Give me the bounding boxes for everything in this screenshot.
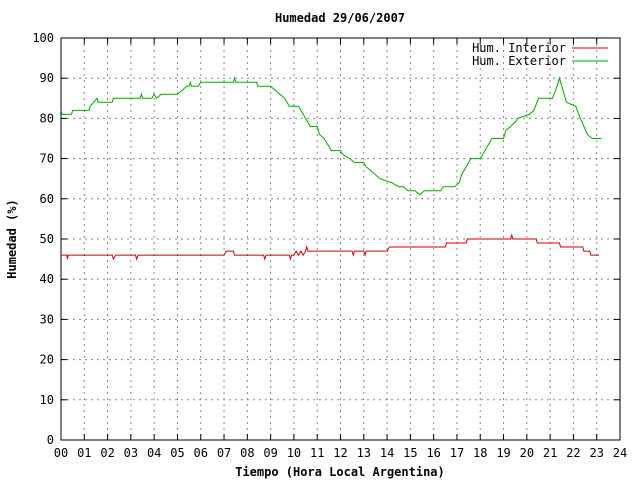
x-tick-label: 08	[240, 446, 254, 460]
y-tick-label: 50	[40, 232, 54, 246]
x-tick-label: 09	[263, 446, 277, 460]
x-tick-label: 05	[170, 446, 184, 460]
x-tick-label: 15	[403, 446, 417, 460]
series-line-2	[60, 76, 602, 196]
x-tick-label: 19	[496, 446, 510, 460]
x-tick-label: 18	[473, 446, 487, 460]
y-axis-label: Humedad (%)	[5, 199, 19, 278]
x-tick-label: 11	[310, 446, 324, 460]
x-tick-label: 06	[194, 446, 208, 460]
y-tick-label: 80	[40, 111, 54, 125]
x-tick-label: 16	[426, 446, 440, 460]
x-tick-label: 17	[450, 446, 464, 460]
y-tick-label: 10	[40, 393, 54, 407]
x-tick-label: 10	[287, 446, 301, 460]
grid	[61, 38, 620, 440]
x-tick-label: 02	[100, 446, 114, 460]
legend-label-2: Hum. Exterior	[472, 54, 566, 68]
x-tick-label: 14	[380, 446, 394, 460]
x-tick-label: 21	[543, 446, 557, 460]
series-group	[60, 76, 602, 261]
y-tick-label: 60	[40, 192, 54, 206]
x-axis-label: Tiempo (Hora Local Argentina)	[235, 465, 445, 479]
y-tick-label: 0	[47, 433, 54, 447]
x-tick-label: 03	[124, 446, 138, 460]
x-tick-label: 23	[589, 446, 603, 460]
x-tick-label: 00	[54, 446, 68, 460]
x-tick-label: 01	[77, 446, 91, 460]
y-tick-label: 70	[40, 152, 54, 166]
y-tick-label: 100	[32, 31, 54, 45]
x-tick-label: 13	[357, 446, 371, 460]
x-tick-label: 22	[566, 446, 580, 460]
x-tick-label: 04	[147, 446, 161, 460]
y-axis: 0 10 20 30 40 50 60 70 80 90 100	[32, 31, 620, 447]
x-axis: 00 01 02 03 04 05 06 07 08 09 10 11 12 13 14 15 16 17 18 19…	[54, 38, 627, 460]
series-line-1	[61, 233, 599, 261]
legend-label-1: Hum. Interior	[472, 41, 566, 55]
y-tick-label: 90	[40, 71, 54, 85]
x-tick-label: 24	[613, 446, 627, 460]
y-tick-label: 20	[40, 353, 54, 367]
y-tick-label: 40	[40, 272, 54, 286]
x-tick-label: 20	[520, 446, 534, 460]
x-tick-label: 07	[217, 446, 231, 460]
chart-title: Humedad 29/06/2007	[275, 11, 405, 25]
y-tick-label: 30	[40, 312, 54, 326]
x-tick-label: 12	[333, 446, 347, 460]
